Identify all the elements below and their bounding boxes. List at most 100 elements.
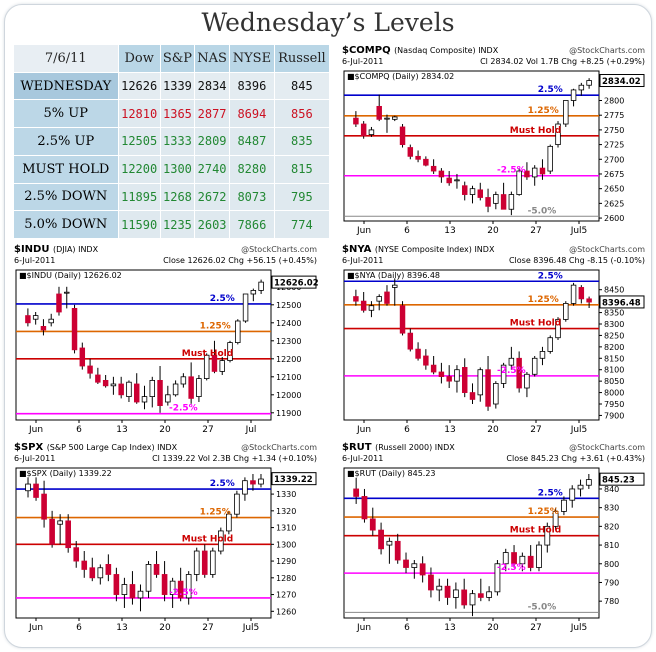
candle (461, 185, 468, 195)
chart-date: 6-Jul-2011 (14, 256, 55, 265)
row-label: 5.0% DOWN (13, 210, 119, 239)
candle (235, 320, 241, 344)
y-tick-label: 1290 (276, 557, 296, 566)
chart-svg: $RUT (Russell 2000) INDX @StockCharts.com… (340, 440, 647, 633)
candle (392, 284, 398, 288)
last-price-box (271, 472, 317, 486)
cell: 845 (273, 71, 331, 101)
chart-nya: $NYA (NYSE Composite Index) INDX @StockCh… (340, 242, 647, 435)
candle (386, 540, 393, 546)
cell: 2809 (194, 127, 231, 156)
candle (469, 392, 476, 400)
x-tick-label: 6 (404, 623, 410, 633)
y-tick-label: 780 (604, 597, 619, 606)
chart-name: (DJIA) INDX (53, 245, 99, 254)
last-price-box (271, 275, 317, 289)
chart-source: @StockCharts.com (241, 443, 317, 452)
candle (394, 540, 401, 561)
candle (430, 364, 437, 373)
y-tick-label: 2650 (604, 185, 624, 194)
candle (25, 315, 31, 324)
cell: 774 (273, 210, 331, 239)
cell: 8073 (229, 182, 275, 212)
candle (485, 369, 491, 407)
x-tick-label: 13 (444, 623, 455, 633)
x-tick-label: 6 (76, 425, 82, 435)
y-tick-label: 2725 (604, 141, 624, 150)
level-label: -2.5% (497, 166, 526, 176)
cell: 8487 (229, 127, 275, 156)
x-tick-label: Jul5 (242, 623, 260, 633)
cell: 12505 (117, 127, 161, 156)
y-tick-label: 840 (604, 485, 619, 494)
plot-frame (15, 467, 272, 619)
x-tick-label: 27 (202, 425, 213, 435)
candle (157, 379, 163, 406)
candle (71, 308, 78, 351)
table-row: 2.5% DOWN 11895 1268 2672 8073 795 (13, 182, 331, 212)
y-tick-label: 2625 (604, 199, 624, 208)
x-tick-label: 27 (202, 623, 213, 633)
header-nas: NAS (194, 44, 231, 73)
candle (361, 496, 368, 520)
level-label: Must Hold (510, 126, 561, 136)
x-tick-label: 13 (444, 425, 455, 435)
x-tick-label: 27 (530, 623, 541, 633)
cell: 2603 (194, 210, 231, 239)
candle (378, 529, 384, 550)
candle (399, 126, 406, 145)
candle (486, 591, 493, 598)
cell: 2834 (194, 71, 231, 101)
plot-frame (15, 269, 272, 421)
x-tick-label: 13 (444, 226, 455, 236)
x-tick-label: 27 (530, 226, 541, 236)
chart-symbol: $COMPQ (Nasdaq Composite) INDX (342, 45, 499, 56)
y-tick-label: 12400 (276, 319, 301, 328)
candle (477, 369, 484, 396)
candle (570, 284, 577, 304)
chart-symbol: $SPX (S&P 500 Large Cap Index) INDX (14, 442, 178, 453)
plot-frame (343, 269, 600, 421)
candle (493, 383, 499, 405)
candle (185, 574, 192, 599)
candle (555, 123, 561, 145)
y-tick-label: 2775 (604, 111, 624, 120)
candle (527, 555, 534, 568)
y-tick-label: 1320 (276, 507, 296, 516)
y-tick-label: 12200 (276, 355, 301, 364)
candle (446, 177, 452, 184)
candle (399, 305, 406, 334)
chart-name: (Russell 2000) INDX (375, 443, 455, 452)
x-tick-label: 20 (159, 425, 171, 435)
x-tick-label: Jun (28, 623, 43, 633)
level-label: -5.0% (528, 602, 557, 612)
last-price: 12626.02 (274, 279, 319, 289)
candle (561, 499, 567, 512)
y-tick-label: 8050 (604, 377, 624, 386)
chart-source: @StockCharts.com (241, 245, 317, 254)
cell: 815 (273, 154, 331, 184)
cell: 1268 (159, 182, 196, 212)
candle (133, 383, 140, 403)
candle (577, 484, 584, 490)
candle (177, 580, 184, 599)
cell: 8280 (229, 154, 275, 184)
candle (428, 574, 434, 591)
candle (203, 354, 210, 379)
candle (578, 287, 585, 300)
x-tick-label: 20 (487, 425, 499, 435)
candle (211, 354, 218, 372)
candle (436, 585, 443, 591)
candle (25, 483, 31, 492)
table-header: 7/6/11 Dow S&P NAS NYSE Russell (13, 44, 331, 73)
header-nyse: NYSE (229, 44, 275, 73)
candle (201, 550, 208, 575)
candle (40, 326, 47, 331)
table-row: WEDNESDAY 12626 1339 2834 8396 845 (13, 71, 331, 101)
cell: 835 (273, 127, 331, 156)
level-label: Must Hold (182, 349, 233, 359)
chart-source: @StockCharts.com (569, 245, 645, 254)
candle (227, 342, 233, 361)
candle (586, 80, 592, 86)
candle (165, 394, 171, 403)
